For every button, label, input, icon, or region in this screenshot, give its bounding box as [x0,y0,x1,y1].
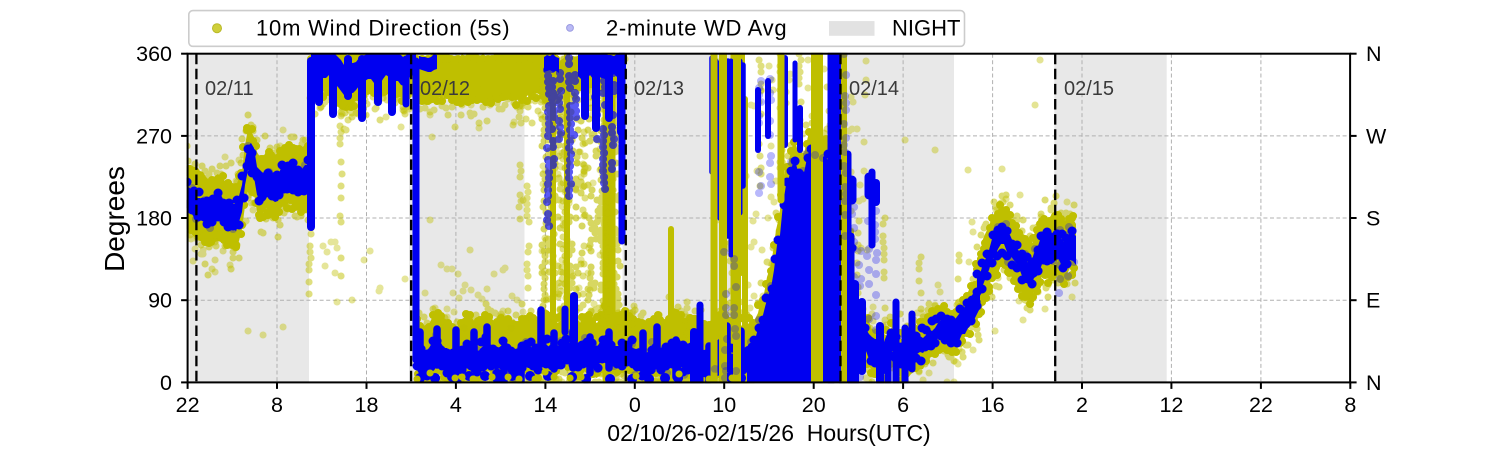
svg-text:02/15: 02/15 [1064,78,1114,100]
svg-text:22: 22 [1249,393,1273,417]
svg-text:270: 270 [136,124,172,148]
svg-text:Degrees: Degrees [99,166,130,272]
svg-text:6: 6 [897,393,909,417]
svg-text:02/13: 02/13 [634,78,684,100]
svg-text:360: 360 [136,42,172,66]
svg-text:180: 180 [136,207,172,231]
svg-text:10m Wind Direction (5s): 10m Wind Direction (5s) [256,16,510,41]
svg-text:NIGHT: NIGHT [892,16,960,41]
svg-text:12: 12 [1159,393,1183,417]
svg-text:2: 2 [1076,393,1088,417]
svg-text:02/12: 02/12 [420,78,470,100]
svg-text:20: 20 [802,393,826,417]
svg-text:22: 22 [176,393,200,417]
svg-text:N: N [1366,371,1382,395]
svg-text:16: 16 [981,393,1005,417]
svg-text:0: 0 [160,371,172,395]
svg-text:14: 14 [533,393,557,417]
svg-text:8: 8 [271,393,283,417]
svg-text:E: E [1366,289,1380,313]
svg-text:0: 0 [629,393,641,417]
svg-text:02/11: 02/11 [205,78,254,100]
svg-text:18: 18 [355,393,379,417]
svg-text:W: W [1366,124,1387,148]
svg-text:S: S [1366,207,1380,231]
svg-text:4: 4 [450,393,462,417]
svg-text:2-minute WD Avg: 2-minute WD Avg [606,16,787,41]
svg-text:02/10/26-02/15/26 Hours(UTC): 02/10/26-02/15/26 Hours(UTC) [607,420,930,446]
svg-text:10: 10 [712,393,736,417]
svg-text:8: 8 [1344,393,1356,417]
svg-text:02/14: 02/14 [849,78,899,100]
svg-text:N: N [1366,42,1382,66]
svg-text:90: 90 [148,289,172,313]
